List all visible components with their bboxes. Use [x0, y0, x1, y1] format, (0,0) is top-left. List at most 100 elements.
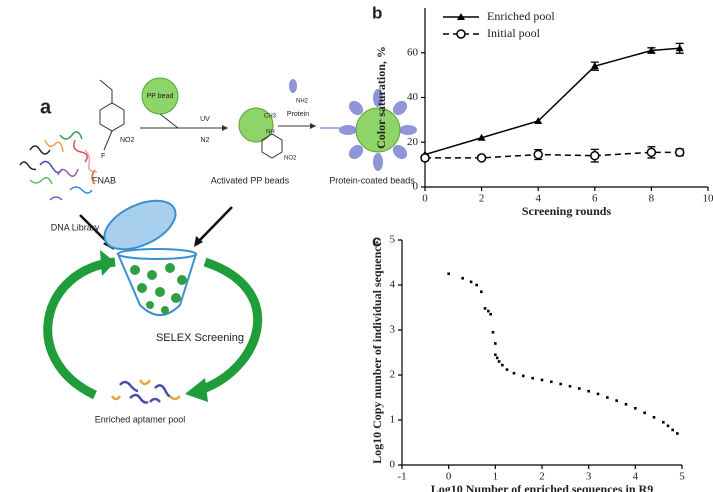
- chem-label: CH3: [264, 114, 277, 120]
- point: [587, 389, 590, 393]
- point: [615, 399, 618, 402]
- point: [671, 428, 674, 432]
- chem-label: NO2: [120, 137, 135, 144]
- point: [652, 416, 656, 419]
- point: [489, 312, 492, 316]
- point: [533, 149, 543, 160]
- arrowhead: [222, 125, 228, 131]
- point: [512, 371, 516, 375]
- tube-rim: [117, 248, 197, 260]
- point: [494, 342, 497, 345]
- point: [491, 330, 495, 334]
- x-tick-label: 0: [422, 193, 428, 205]
- point: [643, 411, 646, 415]
- point: [531, 376, 534, 380]
- point: [480, 290, 483, 294]
- point: [675, 44, 684, 52]
- point: [501, 363, 504, 367]
- point: [420, 153, 430, 163]
- y-tick-label: 60: [407, 46, 419, 58]
- series-line: [424, 47, 680, 156]
- point: [590, 62, 599, 70]
- arrow: [197, 206, 233, 243]
- y-tick-label: 20: [407, 136, 419, 148]
- point: [666, 424, 670, 428]
- x-tick-label: 0: [446, 471, 452, 483]
- x-axis-title: Log10 Number of enriched sequences in R9: [431, 482, 653, 492]
- point: [497, 360, 501, 363]
- chem-label: F: [101, 153, 105, 160]
- point: [534, 116, 543, 124]
- point: [646, 147, 657, 158]
- x-tick-label: 1: [493, 471, 499, 483]
- arrowhead: [185, 378, 208, 402]
- legend-marker: [457, 13, 465, 20]
- point: [647, 46, 656, 54]
- panel-label: c: [372, 231, 381, 250]
- arrowhead: [100, 250, 115, 276]
- point: [624, 402, 628, 406]
- bond: [103, 130, 113, 151]
- point: [606, 396, 609, 399]
- x-tick-label: 3: [586, 471, 592, 483]
- chem-label: NO2: [284, 156, 297, 162]
- legend-marker: [456, 29, 466, 39]
- point: [477, 133, 486, 141]
- y-tick-label: 0: [413, 181, 419, 193]
- series-line: [425, 151, 680, 159]
- fnab-label: FNAB: [92, 175, 116, 185]
- panel-label: b: [372, 3, 382, 22]
- bead-label: PP bead: [147, 93, 174, 100]
- aptamer-pool: [110, 379, 181, 404]
- y-axis-title: Color saturation, %: [374, 46, 388, 149]
- x-tick-label: 4: [633, 471, 639, 483]
- enriched-label: Enriched aptamer pool: [95, 414, 186, 424]
- y-tick-label: 3: [390, 324, 396, 336]
- uv-label: UV: [200, 116, 210, 123]
- point: [461, 276, 464, 280]
- point: [634, 407, 637, 410]
- y-tick-label: 2: [390, 369, 396, 381]
- x-tick-label: 6: [592, 193, 598, 205]
- n2-label: N2: [201, 137, 210, 144]
- point: [596, 392, 600, 396]
- cycle-arrow: [43, 257, 116, 400]
- y-tick-label: 0: [390, 459, 396, 471]
- point: [487, 309, 490, 313]
- point: [476, 153, 487, 163]
- point: [447, 272, 450, 276]
- arrow: [159, 113, 179, 129]
- tube: [116, 253, 198, 316]
- panel-label: a: [40, 96, 52, 118]
- cycle-arrow: [198, 257, 263, 395]
- arrowhead: [194, 236, 203, 247]
- activated-bead: [238, 107, 274, 143]
- x-tick-label: 4: [535, 193, 541, 205]
- library-label: DNA Library: [51, 222, 100, 232]
- chem-label: NH: [266, 130, 275, 136]
- point: [469, 280, 473, 284]
- point: [522, 374, 525, 378]
- panel-a: a NO2 F FNAB PP bead UV N2 CH3 NH NO2 Ac…: [19, 77, 417, 424]
- point: [540, 378, 544, 382]
- x-tick-label: -1: [397, 471, 406, 483]
- coated-label: Protein-coated beads: [329, 175, 415, 185]
- x-tick-label: 5: [679, 471, 685, 483]
- x-tick-label: 10: [703, 193, 713, 205]
- benzene-ring: [99, 102, 125, 132]
- protein-label: Protein: [287, 111, 309, 118]
- dna-library: [19, 131, 98, 201]
- arrowhead: [310, 123, 316, 129]
- point: [662, 420, 665, 424]
- y-tick-label: 1: [390, 414, 396, 426]
- point: [568, 384, 572, 388]
- x-tick-label: 2: [479, 193, 485, 205]
- benzene-ring: [261, 133, 283, 159]
- point: [495, 356, 499, 360]
- point: [475, 283, 478, 287]
- legend-label: Initial pool: [487, 26, 541, 40]
- selex-label: SELEX Screening: [156, 332, 244, 344]
- activated-label: Activated PP beads: [211, 175, 290, 185]
- tube-lid: [103, 199, 177, 251]
